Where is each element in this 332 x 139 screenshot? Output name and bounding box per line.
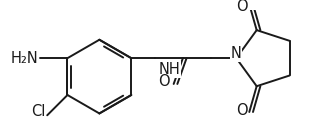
Text: NH: NH xyxy=(159,62,181,77)
Text: N: N xyxy=(231,46,242,61)
Text: O: O xyxy=(236,103,247,117)
Text: Cl: Cl xyxy=(31,104,45,119)
Text: O: O xyxy=(236,0,247,14)
Text: H₂N: H₂N xyxy=(10,51,38,66)
Text: O: O xyxy=(158,75,170,90)
